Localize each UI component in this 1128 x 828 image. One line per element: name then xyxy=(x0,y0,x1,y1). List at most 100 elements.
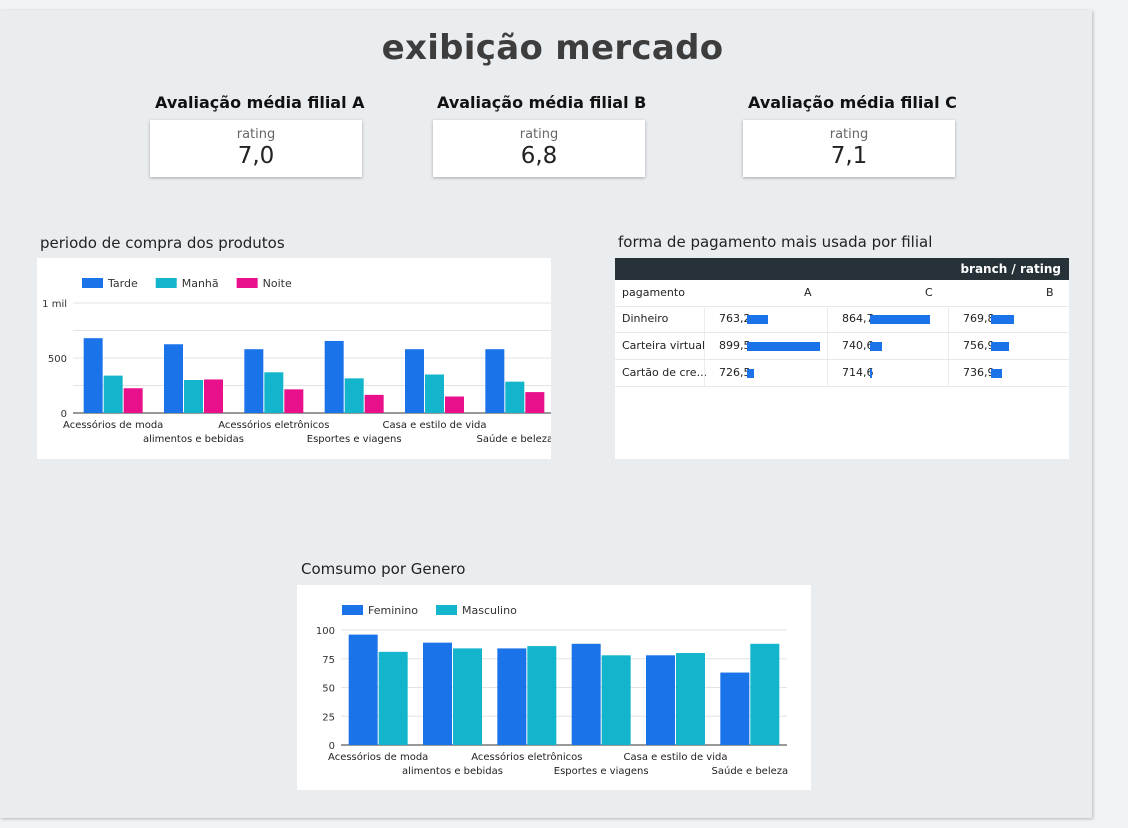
legend-swatch-tarde[interactable] xyxy=(82,278,103,288)
y-tick-label: 500 xyxy=(48,354,67,365)
periodo-bar-chart: Tarde Manhã Noite 0 500 1 mil Acessórios de mo… xyxy=(42,277,555,445)
bar-tarde[interactable] xyxy=(83,338,103,413)
bar-feminino[interactable] xyxy=(646,655,675,745)
kpi-label-a: rating xyxy=(236,127,276,142)
x-tick-label: Acessórios eletrônicos xyxy=(218,419,329,431)
x-tick-label: Saúde e beleza xyxy=(477,433,551,445)
x-tick-label: Acessórios de moda xyxy=(63,419,163,431)
kpi-card-b[interactable]: rating 6,8 xyxy=(433,120,645,177)
bar-noite[interactable] xyxy=(364,394,384,413)
bar-manhã[interactable] xyxy=(505,381,525,413)
cell-bar xyxy=(870,342,882,351)
bar-masculino[interactable] xyxy=(601,655,631,745)
bar-masculino[interactable] xyxy=(750,643,780,745)
cell-value: 726,5 xyxy=(719,366,751,379)
bar-masculino[interactable] xyxy=(453,648,482,745)
bar-tarde[interactable] xyxy=(244,349,264,413)
bar-noite[interactable] xyxy=(204,379,223,413)
bar-manhã[interactable] xyxy=(425,374,444,414)
kpi-value-a: 7,0 xyxy=(237,143,275,169)
bar-manhã[interactable] xyxy=(103,375,123,413)
cell-bar xyxy=(747,369,754,378)
x-tick-label: Esportes e viagens xyxy=(307,434,402,445)
legend-label-masculino[interactable]: Masculino xyxy=(462,604,517,617)
y-tick-label: 50 xyxy=(322,684,335,695)
cell-bar xyxy=(870,369,872,378)
table-row[interactable]: Cartão de cre... 726,5 714,6 736,9 xyxy=(615,360,1069,387)
bar-feminino[interactable] xyxy=(720,672,750,745)
bar-manhã[interactable] xyxy=(264,372,284,413)
pagamento-table-panel[interactable]: branch / rating pagamento A C B Dinheiro… xyxy=(615,258,1069,459)
bar-feminino[interactable] xyxy=(423,642,452,745)
bar-tarde[interactable] xyxy=(164,344,183,413)
bar-feminino[interactable] xyxy=(571,643,601,745)
table-row[interactable]: Carteira virtual 899,5 740,6 756,9 xyxy=(615,333,1069,360)
bar-tarde[interactable] xyxy=(324,340,344,413)
legend-label-manhã[interactable]: Manhã xyxy=(182,277,219,290)
x-tick-label: Esportes e viagens xyxy=(554,766,649,777)
kpi-card-c[interactable]: rating 7,1 xyxy=(743,120,955,177)
column-separator xyxy=(827,306,828,332)
column-header-b[interactable]: B xyxy=(1046,286,1054,299)
legend-swatch-noite[interactable] xyxy=(236,278,258,288)
table-row[interactable]: Dinheiro 763,2 864,7 769,8 xyxy=(615,306,1069,333)
row-label: Carteira virtual xyxy=(622,339,706,352)
column-header-pagamento[interactable]: pagamento xyxy=(622,286,685,299)
cell-value: 736,9 xyxy=(963,366,995,379)
bar-manhã[interactable] xyxy=(184,380,203,413)
y-tick-label: 100 xyxy=(316,626,335,637)
bar-noite[interactable] xyxy=(284,389,304,413)
column-header-a[interactable]: A xyxy=(804,286,812,299)
cell-value: 769,8 xyxy=(963,312,995,325)
bar-feminino[interactable] xyxy=(497,648,527,745)
bar-masculino[interactable] xyxy=(676,653,705,745)
bar-tarde[interactable] xyxy=(405,349,424,413)
genero-bar-chart: Feminino Masculino 0 25 50 75 100 Acessórios de… xyxy=(316,604,789,777)
y-tick-label: 25 xyxy=(322,712,335,723)
periodo-chart-panel[interactable]: Tarde Manhã Noite 0 500 1 mil Acessórios de mo… xyxy=(37,258,555,459)
legend-label-tarde[interactable]: Tarde xyxy=(107,277,138,290)
x-tick-label: Saúde e beleza xyxy=(712,765,789,777)
legend-swatch-feminino[interactable] xyxy=(342,605,363,615)
column-separator xyxy=(704,333,705,359)
cell-bar xyxy=(991,369,1002,378)
y-tick-label: 0 xyxy=(61,409,67,420)
genero-chart-panel[interactable]: Feminino Masculino 0 25 50 75 100 Acessórios de… xyxy=(297,585,811,790)
bar-masculino[interactable] xyxy=(527,646,557,745)
cell-value: 714,6 xyxy=(842,366,874,379)
y-tick-label: 75 xyxy=(322,655,335,666)
cell-bar xyxy=(870,315,930,324)
bar-tarde[interactable] xyxy=(485,349,505,413)
legend-swatch-manhã[interactable] xyxy=(155,278,177,288)
kpi-value-b: 6,8 xyxy=(520,143,558,169)
bar-feminino[interactable] xyxy=(348,634,378,745)
cell-value: 864,7 xyxy=(842,312,874,325)
bar-noite[interactable] xyxy=(445,396,464,414)
cell-bar xyxy=(747,342,820,351)
cell-bar xyxy=(747,315,768,324)
x-tick-label: Casa e estilo de vida xyxy=(624,752,728,763)
x-tick-label: alimentos e bebidas xyxy=(143,434,244,445)
bar-noite[interactable] xyxy=(123,388,143,413)
legend-label-noite[interactable]: Noite xyxy=(263,277,292,290)
bar-masculino[interactable] xyxy=(378,651,408,745)
cell-value: 763,2 xyxy=(719,312,751,325)
column-separator xyxy=(704,360,705,386)
column-separator xyxy=(827,333,828,359)
kpi-heading-a: Avaliação média filial A xyxy=(155,93,365,112)
kpi-card-a[interactable]: rating 7,0 xyxy=(150,120,362,177)
x-tick-label: Casa e estilo de vida xyxy=(383,420,487,431)
bar-noite[interactable] xyxy=(525,392,545,413)
kpi-value-c: 7,1 xyxy=(830,143,868,169)
row-label: Cartão de cre... xyxy=(622,366,708,379)
legend-label-feminino[interactable]: Feminino xyxy=(368,604,418,617)
table-header[interactable]: branch / rating xyxy=(615,258,1069,280)
legend-swatch-masculino[interactable] xyxy=(436,605,457,615)
column-header-c[interactable]: C xyxy=(925,286,933,299)
cell-bar xyxy=(991,342,1010,351)
y-tick-label: 0 xyxy=(329,741,335,752)
bar-manhã[interactable] xyxy=(344,378,364,413)
kpi-heading-b: Avaliação média filial B xyxy=(437,93,647,112)
x-tick-label: Acessórios eletrônicos xyxy=(471,751,582,763)
page-title: exibição mercado xyxy=(381,28,724,68)
